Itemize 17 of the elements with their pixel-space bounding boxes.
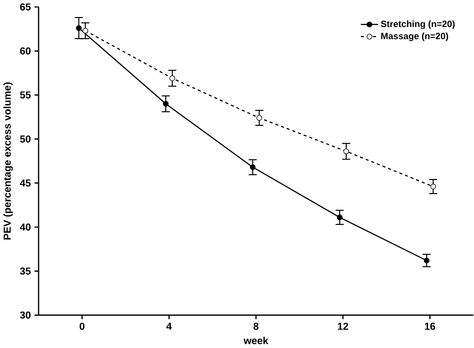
x-tick-label: 8 (254, 322, 258, 330)
y-tick-label: 40 (20, 224, 31, 231)
x-tick-label: 0 (80, 322, 84, 330)
x-tick-label: 16 (424, 322, 436, 330)
y-tick-label: 65 (20, 4, 31, 11)
x-tick-label: 4 (166, 322, 172, 330)
y-tick-label: 60 (20, 48, 31, 55)
x-axis-title: week (244, 337, 268, 344)
y-tick-label: 45 (20, 180, 31, 187)
legend-label: Stretching (n=20) (380, 20, 455, 30)
y-tick-label: 30 (20, 312, 31, 319)
y-axis-title: PEV (percentage excess volume) (3, 82, 13, 240)
x-tick-label: 12 (338, 322, 348, 330)
y-tick-label: 50 (20, 136, 31, 143)
y-tick-label: 35 (20, 268, 31, 275)
legend-label: Massage (n=20) (381, 32, 448, 42)
y-tick-label: 55 (20, 92, 31, 99)
